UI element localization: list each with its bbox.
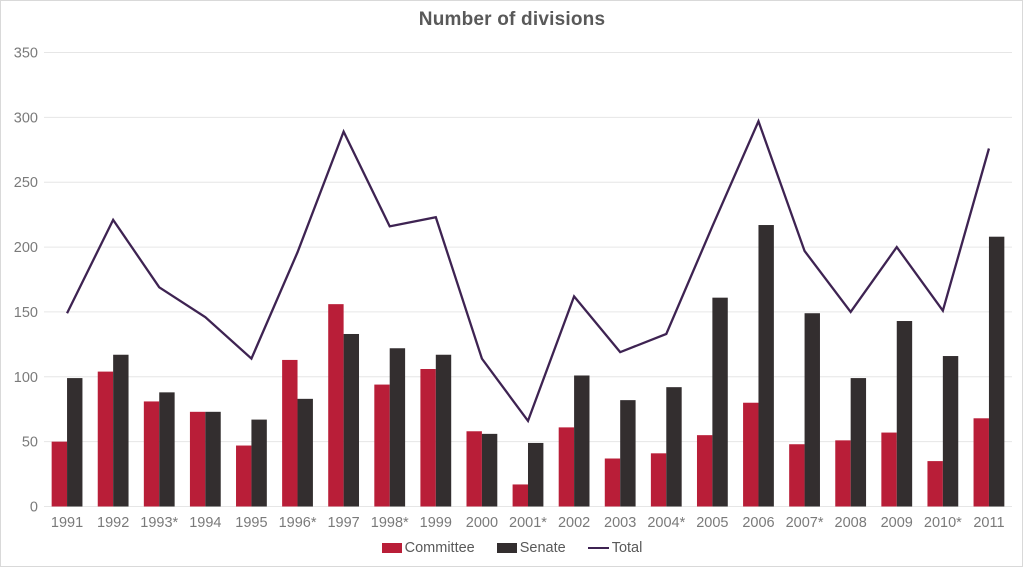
bar-committee-2007* xyxy=(789,444,805,507)
bar-senate-1993* xyxy=(159,392,175,507)
bar-senate-1997 xyxy=(343,333,360,507)
bar-senate-1998* xyxy=(389,348,406,507)
bar-senate-2008 xyxy=(850,378,867,507)
bar-senate-2006 xyxy=(758,225,774,507)
x-tick-label-2010*: 2010* xyxy=(924,515,962,531)
legend-item-total: Total xyxy=(587,540,643,556)
bar-senate-2005 xyxy=(712,297,728,507)
x-tick-label-1994: 1994 xyxy=(189,515,221,531)
y-tick-label-150: 150 xyxy=(14,305,38,321)
total-line-swatch-icon xyxy=(587,546,609,550)
legend-item-senate: Senate xyxy=(496,540,566,556)
x-tick-label-2011: 2011 xyxy=(973,515,1004,531)
x-tick-label-1996*: 1996* xyxy=(279,515,317,531)
x-tick-label-2000: 2000 xyxy=(466,515,498,531)
y-tick-label-100: 100 xyxy=(14,370,38,386)
x-tick-label-1995: 1995 xyxy=(235,515,267,531)
bar-committee-2010* xyxy=(927,461,943,507)
bar-senate-1999 xyxy=(435,354,452,507)
y-tick-label-250: 250 xyxy=(14,175,38,191)
senate-swatch-icon xyxy=(496,543,517,553)
bar-committee-2011 xyxy=(973,418,989,507)
bar-senate-2011 xyxy=(988,236,1005,507)
legend-item-committee: Committee xyxy=(381,540,475,556)
bar-committee-1995 xyxy=(236,445,252,507)
x-tick-label-2003: 2003 xyxy=(604,515,636,531)
bar-committee-1997 xyxy=(328,304,344,507)
y-tick-label-200: 200 xyxy=(14,240,38,256)
x-tick-label-2008: 2008 xyxy=(835,515,867,531)
bar-committee-1998* xyxy=(374,384,390,507)
y-tick-label-0: 0 xyxy=(30,500,38,516)
x-tick-label-2002: 2002 xyxy=(558,515,590,531)
x-tick-label-1993*: 1993* xyxy=(140,515,178,531)
legend-label-senate: Senate xyxy=(519,540,566,556)
bar-senate-2000 xyxy=(481,433,498,507)
y-tick-label-50: 50 xyxy=(22,435,38,451)
bar-senate-2007* xyxy=(804,313,820,507)
x-tick-label-1997: 1997 xyxy=(327,515,359,531)
bar-senate-1992 xyxy=(113,354,129,507)
committee-swatch-icon xyxy=(381,543,402,553)
bar-senate-1995 xyxy=(251,419,267,507)
chart-legend: Committee Senate Total xyxy=(0,540,1024,556)
legend-label-total: Total xyxy=(611,540,643,556)
bar-senate-2003 xyxy=(620,400,636,507)
y-tick-label-350: 350 xyxy=(14,46,38,62)
bar-senate-1994 xyxy=(205,411,221,507)
bar-senate-2001* xyxy=(527,442,544,507)
legend-label-committee: Committee xyxy=(404,540,475,556)
x-tick-label-1999: 1999 xyxy=(420,515,452,531)
bar-committee-2008 xyxy=(835,440,851,507)
bar-senate-2004* xyxy=(666,387,682,507)
chart-title: Number of divisions xyxy=(418,9,606,30)
x-tick-label-2009: 2009 xyxy=(881,515,913,531)
x-tick-label-1992: 1992 xyxy=(97,515,129,531)
bar-senate-2009 xyxy=(896,321,913,507)
x-tick-label-2004*: 2004* xyxy=(647,515,685,531)
bar-committee-2003 xyxy=(604,458,621,507)
bar-committee-1996* xyxy=(282,359,298,507)
bar-committee-2004* xyxy=(650,453,667,507)
bar-committee-2000 xyxy=(466,431,482,507)
bar-committee-2006 xyxy=(743,402,759,507)
x-tick-label-2001*: 2001* xyxy=(509,515,547,531)
bar-senate-1991 xyxy=(67,378,83,507)
x-tick-label-1998*: 1998* xyxy=(371,515,409,531)
bar-senate-2010* xyxy=(942,356,959,507)
x-tick-label-2005: 2005 xyxy=(696,515,728,531)
bar-committee-2005 xyxy=(696,435,713,507)
x-tick-label-1991: 1991 xyxy=(51,515,83,531)
x-tick-label-2007*: 2007* xyxy=(786,515,824,531)
x-tick-label-2006: 2006 xyxy=(742,515,774,531)
bar-senate-2002 xyxy=(574,375,590,507)
bar-committee-2009 xyxy=(881,432,897,507)
y-tick-label-300: 300 xyxy=(14,110,38,126)
bar-senate-1996* xyxy=(297,398,313,507)
bar-committee-1992 xyxy=(97,371,114,507)
bar-committee-2001* xyxy=(512,484,528,507)
bar-committee-1993* xyxy=(143,401,160,507)
line-total xyxy=(66,118,991,424)
bar-committee-2002 xyxy=(558,427,575,507)
bar-committee-1991 xyxy=(51,441,68,507)
bar-committee-1994 xyxy=(189,411,206,507)
bar-committee-1999 xyxy=(420,369,436,507)
